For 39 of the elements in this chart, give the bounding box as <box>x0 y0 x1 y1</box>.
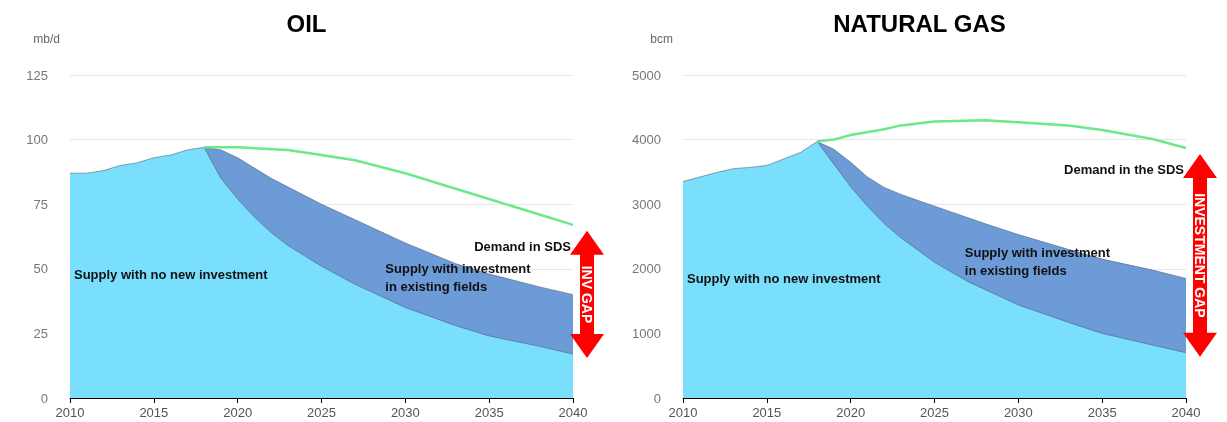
chart-title: OIL <box>286 9 327 37</box>
y-tick-label: 0 <box>653 390 661 406</box>
text: INVESTMENT GAP <box>1192 193 1208 318</box>
line-series <box>815 118 1188 150</box>
x-tick-label: 2020 <box>836 405 866 420</box>
x-tick-label: 2040 <box>1171 405 1201 420</box>
x-tick-label: 2010 <box>55 405 85 420</box>
x-tick-label: 2010 <box>668 405 698 420</box>
y-tick-label: 2000 <box>632 261 661 277</box>
x-tick-label: 2035 <box>1087 405 1117 420</box>
x-tick-label: 2025 <box>920 405 949 420</box>
y-tick-label: 1000 <box>632 325 661 341</box>
line-series <box>202 146 575 227</box>
x-tick-label: 2040 <box>558 405 588 420</box>
series-label: Demand in the SDS <box>1064 162 1185 178</box>
y-tick-label: 125 <box>26 67 48 83</box>
y-tick-label: 25 <box>33 325 48 341</box>
x-tick-label: 2025 <box>307 405 336 420</box>
x-tick-label: 2030 <box>1003 405 1033 420</box>
y-tick-label: 75 <box>33 196 48 212</box>
x-tick-label: 2035 <box>474 405 504 420</box>
y-axis-title: bcm <box>650 32 673 46</box>
series-label: Supply with no new investment <box>687 271 882 287</box>
x-tick-label: 2030 <box>390 405 420 420</box>
x-tick-label: 2015 <box>139 405 169 420</box>
y-tick-label: 50 <box>33 261 48 277</box>
chart-title: NATURAL GAS <box>833 9 1006 37</box>
series-label: Demand in SDS <box>474 239 572 255</box>
text: INV GAP <box>579 265 595 324</box>
y-tick-label: 3000 <box>632 196 661 212</box>
x-tick-label: 2020 <box>223 405 253 420</box>
y-tick-label: 4000 <box>632 132 661 148</box>
series-label: Supply with investment in existing fields <box>385 260 535 294</box>
y-tick-label: 5000 <box>632 67 661 83</box>
y-axis-title: mb/d <box>33 32 60 46</box>
y-tick-label: 100 <box>26 132 48 148</box>
y-tick-label: 0 <box>40 390 48 406</box>
series-label: Supply with no new investment <box>74 266 269 282</box>
x-tick-label: 2015 <box>752 405 782 420</box>
